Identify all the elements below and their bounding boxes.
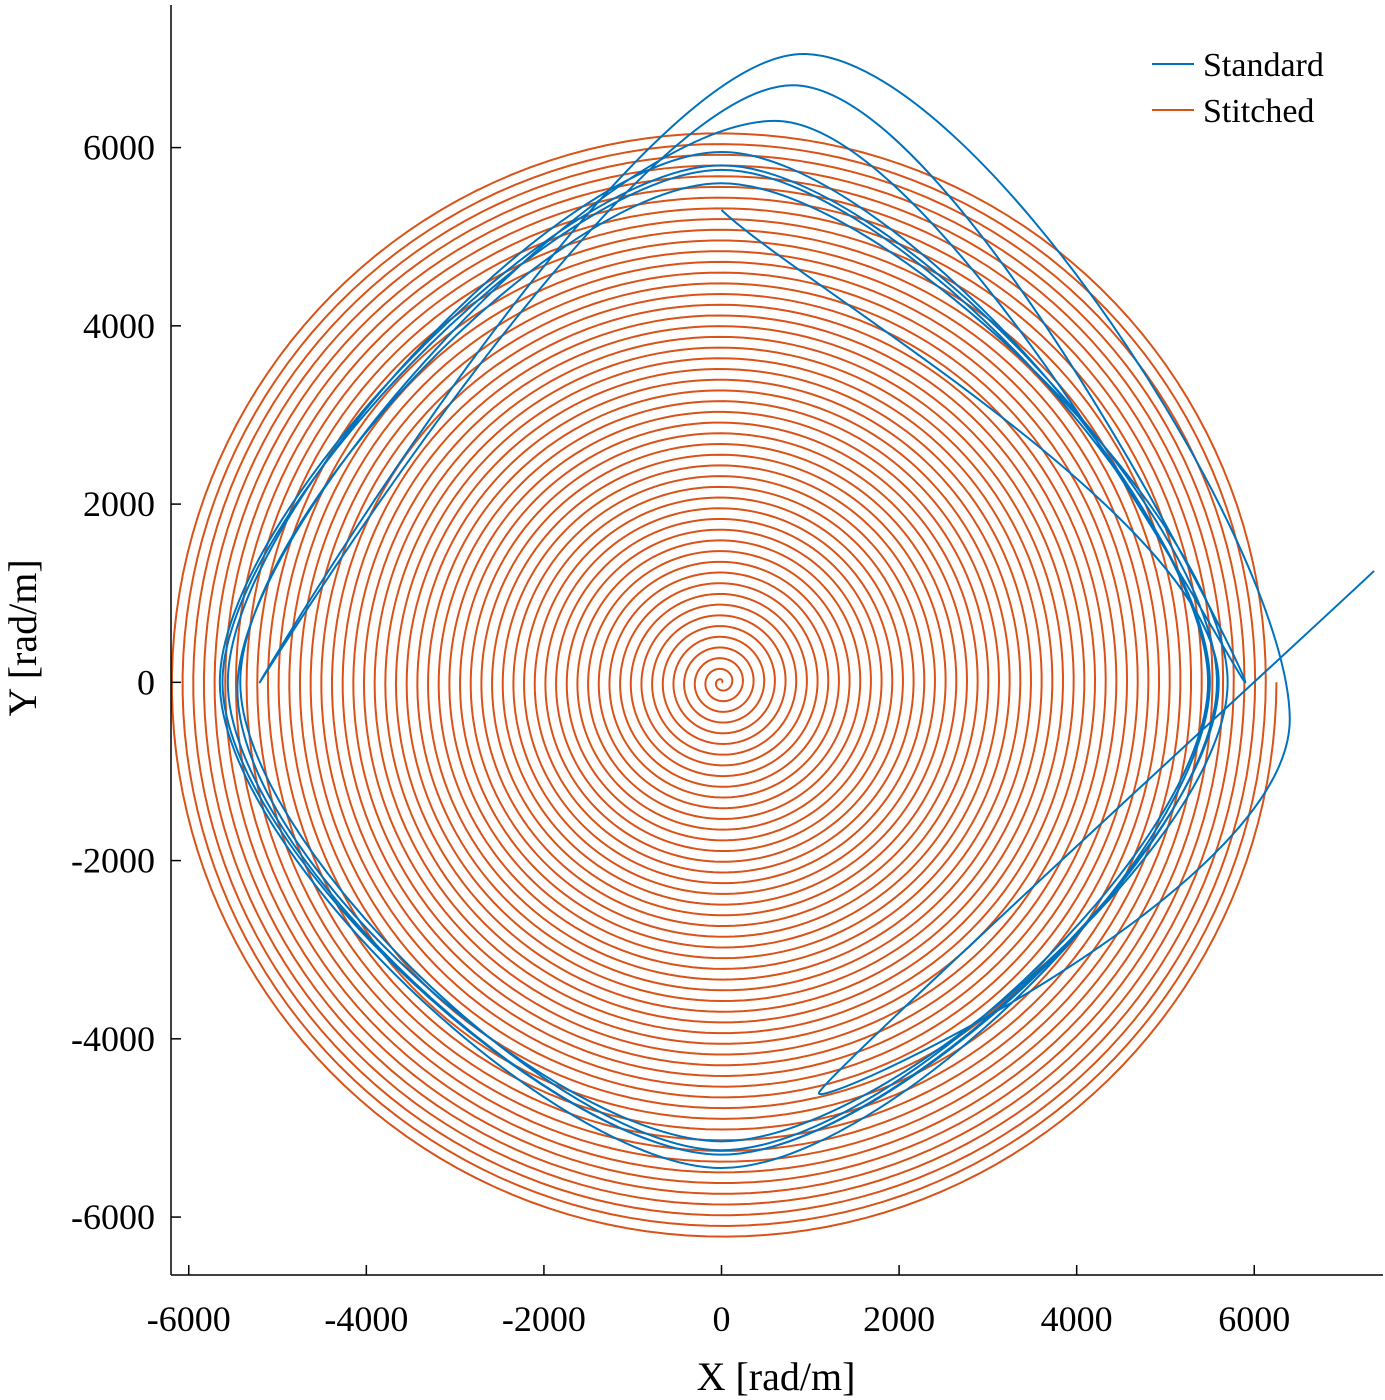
legend-label-stitched: Stitched [1203, 93, 1314, 130]
legend-label-standard: Standard [1203, 47, 1324, 84]
x-tick-label: 4000 [1041, 1299, 1113, 1339]
y-axis-label: Y [rad/m] [0, 559, 45, 716]
x-tick-label: 0 [713, 1299, 731, 1339]
axes: -6000 -4000 -2000 0 2000 4000 6000 -6000 -4000 -2… [71, 5, 1383, 1339]
x-axis-label: X [rad/m] [697, 1354, 856, 1399]
legend: Standard Stitched [1152, 47, 1324, 130]
x-tick-label: 2000 [863, 1299, 935, 1339]
series-stitched-line [170, 132, 1278, 1238]
x-tick-label: -6000 [147, 1299, 231, 1339]
y-tick-label: -6000 [71, 1197, 155, 1237]
y-tick-label: 4000 [83, 306, 155, 346]
y-tick-label: -2000 [71, 841, 155, 881]
y-tick-label: 0 [137, 662, 155, 702]
x-tick-label: -4000 [324, 1299, 408, 1339]
y-tick-label: -4000 [71, 1019, 155, 1059]
x-tick-label: -2000 [502, 1299, 586, 1339]
plot-area [170, 53, 1375, 1238]
y-tick-label: 6000 [83, 128, 155, 168]
x-tick-label: 6000 [1218, 1299, 1290, 1339]
y-tick-label: 2000 [83, 484, 155, 524]
series-standard-line [218, 53, 1375, 1170]
